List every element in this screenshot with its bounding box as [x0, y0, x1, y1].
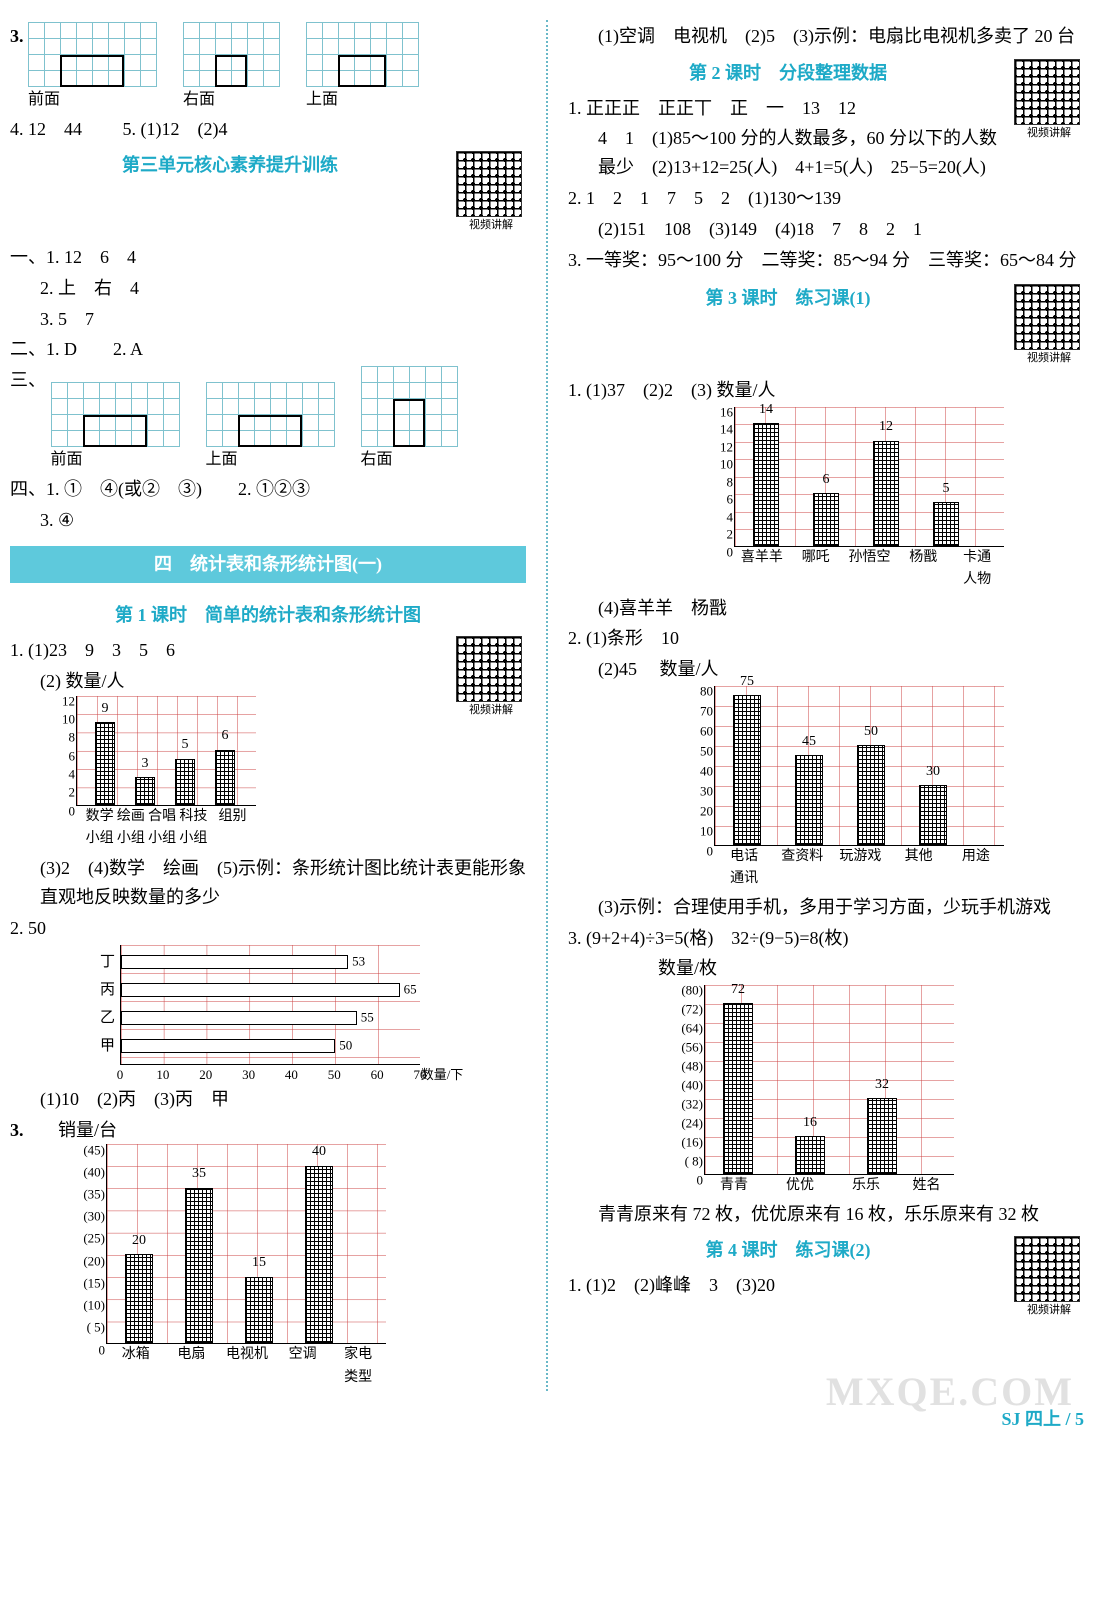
l1-q1-345: (3)2 (4)数学 绘画 (5)示例：条形统计图比统计表更能形象直观地反映数量…: [10, 854, 526, 912]
unit3-header: 视频讲解 第三单元核心素养提升训练: [10, 151, 526, 241]
column-divider: [546, 20, 548, 1391]
r-top: (1)空调 电视机 (2)5 (3)示例：电扇比电视机多卖了 20 台: [568, 22, 1084, 51]
l1-hchart-wrap: 丁53丙65乙55甲50010203040506070数量/下: [90, 945, 526, 1083]
lesson3-header: 视频讲解 第 3 课时 练习课(1): [568, 284, 1084, 374]
l2-q1b: 4 1 (1)85～100 分的人数最多，60 分以下的人数最少 (2)13+1…: [568, 124, 1084, 182]
qr-icon: [1014, 284, 1080, 350]
l3-q2-1: 2. (1)条形 10: [568, 624, 1084, 653]
q3-number: 3.: [10, 26, 24, 46]
qr-label: 视频讲解: [456, 702, 526, 720]
l3-q2-3: (3)示例：合理使用手机，多用于学习方面，少玩手机游戏: [568, 893, 1084, 922]
l1-q1-2-prefix: (2): [40, 671, 61, 691]
l2-q1a: 1. 正正正 正正丅 正 一 13 12: [568, 94, 1084, 123]
qr-unit3: 视频讲解: [456, 151, 526, 235]
l1-q2-sub: (1)10 (2)丙 (3)丙 甲: [10, 1085, 526, 1114]
page-footer: SJ 四上 / 5: [10, 1405, 1084, 1434]
lesson4-title: 第 4 课时 练习课(2): [568, 1236, 1084, 1265]
l3-q2-2: (2)45 数量/人: [568, 655, 1084, 684]
qr-l2: 视频讲解: [1014, 59, 1084, 143]
u3-yi1: 一、1. 12 6 4: [10, 243, 526, 272]
u3-san: 三、 前面上面右面: [10, 366, 526, 473]
chapter4-banner: 四 统计表和条形统计图(一): [10, 546, 526, 583]
l3-q1-4: (4)喜羊羊 杨戬: [568, 594, 1084, 623]
l1-q1-2: (2) 数量/人 0246810129356数学小组绘画小组合唱小组科技小组组别: [10, 667, 526, 851]
q3-shape-grid: 前面右面上面: [28, 22, 419, 113]
l3-chart1-ylabel: 数量/人: [716, 380, 775, 400]
l1-chart1-ylabel: 数量/人: [66, 671, 125, 691]
lesson3-title: 第 3 课时 练习课(1): [568, 284, 1084, 313]
l1-chart3-ylabel: 销量/台: [58, 1120, 117, 1140]
l2-q3: 3. 一等奖：95～100 分 二等奖：85～94 分 三等奖：65～84 分: [568, 246, 1084, 275]
u3-san-shapes: 前面上面右面: [51, 366, 458, 473]
lesson1-header: 第 1 课时 简单的统计表和条形统计图: [10, 601, 526, 630]
lesson4-header: 视频讲解 第 4 课时 练习课(2): [568, 1236, 1084, 1265]
u3-yi2: 2. 上 右 4: [10, 274, 526, 303]
q4-text: 4. 12 44: [10, 119, 82, 139]
l1-q1-1: 1. (1)23 9 3 5 6: [10, 636, 526, 665]
l1-q3: 3. 销量/台 0( 5)(10)(15)(20)(25)(30)(35)(40…: [10, 1116, 526, 1390]
u3-si1: 四、1. ① ④(或② ③) 2. ①②③: [10, 475, 526, 504]
u3-yi3: 3. 5 7: [10, 305, 526, 334]
l1-chart3: 0( 5)(10)(15)(20)(25)(30)(35)(40)(45)203…: [70, 1144, 526, 1389]
qr-icon: [456, 151, 522, 217]
l3-q1: 1. (1)37 (2)2 (3) 数量/人: [568, 376, 1084, 405]
qr-icon: [456, 636, 522, 702]
qr-l4: 视频讲解: [1014, 1236, 1084, 1320]
qr-icon: [1014, 1236, 1080, 1302]
l3-chart3: 0( 8)(16)(24)(32)(40)(48)(56)(64)(72)(80…: [668, 985, 1084, 1197]
qr-label-l4: 视频讲解: [1014, 1302, 1084, 1320]
q4-q5-line: 4. 12 44 5. (1)12 (2)4: [10, 115, 526, 144]
l3-chart1: 0246810121416146125喜羊羊哪吒孙悟空杨戬卡通人物: [698, 407, 1084, 592]
u3-er: 二、1. D 2. A: [10, 335, 526, 364]
l3-chart2: 0102030405060708075455030电话通讯查资料玩游戏其他用途: [678, 686, 1084, 891]
l2-q2a: 2. 1 2 1 7 5 2 (1)130～139: [568, 184, 1084, 213]
l3-chart3-ylabel-wrap: 数量/枚: [658, 954, 1084, 983]
l1-q2: 2. 50: [10, 914, 526, 943]
q5-text: 5. (1)12 (2)4: [123, 119, 228, 139]
lesson2-title: 第 2 课时 分段整理数据: [568, 59, 1084, 88]
qr-icon: [1014, 59, 1080, 125]
u3-si2: 3. ④: [10, 506, 526, 535]
lesson2-header: 视频讲解 第 2 课时 分段整理数据: [568, 59, 1084, 88]
l3-q3-eq: 3. (9+2+4)÷3=5(格) 32÷(9−5)=8(枚): [568, 924, 1084, 953]
right-column: (1)空调 电视机 (2)5 (3)示例：电扇比电视机多卖了 20 台 视频讲解…: [568, 20, 1084, 1391]
l3-chart2-ylabel: 数量/人: [660, 659, 719, 679]
lesson1-title: 第 1 课时 简单的统计表和条形统计图: [10, 601, 526, 630]
page-columns: 3. 前面右面上面 4. 12 44 5. (1)12 (2)4 视频讲解 第三…: [10, 20, 1084, 1391]
l3-q1-12: 1. (1)37 (2)2 (3): [568, 380, 712, 400]
l4-q1: 1. (1)2 (2)峰峰 3 (3)20: [568, 1271, 1084, 1300]
l1-q3-prefix: 3.: [10, 1120, 24, 1140]
l1-hchart: 丁53丙65乙55甲50010203040506070数量/下: [90, 945, 526, 1083]
l3-chart3-ylabel: 数量/枚: [658, 958, 717, 978]
qr-l3: 视频讲解: [1014, 284, 1084, 368]
l3-q2-2-prefix: (2)45: [598, 659, 637, 679]
unit3-title: 第三单元核心素养提升训练: [10, 151, 526, 180]
l2-q2b: (2)151 108 (3)149 (4)18 7 8 2 1: [568, 215, 1084, 244]
l3-q3-ans: 青青原来有 72 枚，优优原来有 16 枚，乐乐原来有 32 枚: [568, 1200, 1084, 1229]
qr-l1: 视频讲解: [456, 636, 526, 720]
l1-chart1: 0246810129356数学小组绘画小组合唱小组科技小组组别: [40, 696, 526, 851]
left-column: 3. 前面右面上面 4. 12 44 5. (1)12 (2)4 视频讲解 第三…: [10, 20, 526, 1391]
u3-san-label: 三、: [10, 370, 46, 390]
q3-shapes: 3. 前面右面上面: [10, 22, 526, 113]
qr-label-l3: 视频讲解: [1014, 350, 1084, 368]
qr-label-l2: 视频讲解: [1014, 125, 1084, 143]
qr-label: 视频讲解: [456, 217, 526, 235]
